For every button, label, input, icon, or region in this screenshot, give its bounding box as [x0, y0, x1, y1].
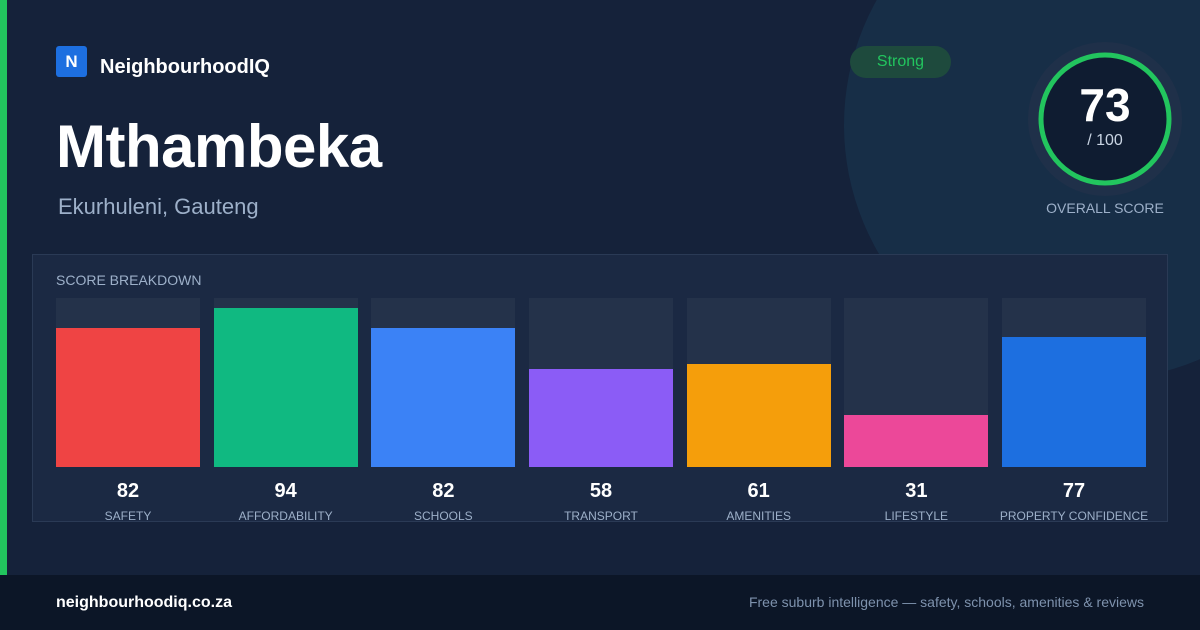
bar-fill	[1002, 337, 1147, 467]
bar-track	[56, 298, 200, 467]
bar-label: SCHOOLS	[413, 509, 473, 523]
bar-label: SAFETY	[104, 509, 152, 523]
breakdown-bar-property-confidence: 77 PROPERTY CONFIDENCE	[1000, 298, 1148, 523]
score-ring-arc	[1038, 52, 1172, 186]
bar-fill	[844, 415, 989, 467]
score-ring-graphic	[1028, 42, 1182, 196]
bar-track	[844, 298, 989, 467]
bar-label: AFFORDABILITY	[238, 509, 333, 523]
overall-score-value: 73	[1079, 79, 1131, 131]
breakdown-bar-transport: 58 TRANSPORT	[529, 298, 673, 523]
breakdown-title: SCORE BREAKDOWN	[56, 272, 202, 288]
breakdown-bar-amenities: 61 AMENITIES	[686, 298, 831, 523]
overall-score-max: / 100	[1087, 132, 1123, 149]
bar-track	[529, 298, 673, 467]
bar-value: 82	[432, 480, 455, 502]
bar-fill	[686, 364, 831, 467]
bar-label: LIFESTYLE	[884, 509, 949, 523]
bar-track	[371, 298, 516, 467]
bar-label: AMENITIES	[726, 509, 792, 523]
bar-value: 58	[589, 480, 613, 502]
breakdown-bars: 82 SAFETY 94 AFFORDABILITY 82 SCHOOLS 58 TRANSP…	[56, 298, 1148, 523]
footer-tagline: Free suburb intelligence — safety, schoo…	[748, 594, 1144, 610]
breakdown-bar-affordability: 94 AFFORDABILITY	[213, 298, 358, 523]
bar-value: 61	[747, 480, 770, 502]
footer-domain: neighbourhoodiq.co.za	[56, 594, 232, 611]
bar-value: 82	[116, 480, 140, 502]
bar-label: PROPERTY CONFIDENCE	[999, 509, 1149, 523]
footer: neighbourhoodiq.co.za Free suburb intell…	[0, 575, 1200, 630]
breakdown-bar-schools: 82 SCHOOLS	[371, 298, 516, 523]
rating-badge: Strong	[850, 46, 951, 78]
bar-track	[686, 298, 831, 467]
overall-score-caption: OVERALL SCORE	[1046, 200, 1164, 216]
bar-label: TRANSPORT	[564, 509, 638, 523]
brand-logo-icon: N	[56, 46, 87, 77]
bar-value: 31	[905, 480, 928, 502]
accent-bar	[0, 0, 7, 575]
overall-score-ring: 73 / 100	[1028, 42, 1182, 196]
bar-fill	[529, 369, 673, 467]
bar-track	[1002, 298, 1147, 467]
bar-value: 94	[274, 480, 297, 502]
suburb-name: Mthambeka	[56, 113, 382, 180]
bar-track	[213, 298, 358, 467]
suburb-location: Ekurhuleni, Gauteng	[58, 194, 259, 219]
brand-name: NeighbourhoodIQ	[100, 56, 270, 78]
bar-value: 77	[1062, 480, 1086, 502]
bar-fill	[56, 328, 200, 467]
breakdown-bar-lifestyle: 31 LIFESTYLE	[844, 298, 989, 523]
score-breakdown-panel: SCORE BREAKDOWN 82 SAFETY 94 AFFORDABILITY 8…	[32, 254, 1168, 523]
breakdown-bar-safety: 82 SAFETY	[56, 298, 200, 523]
bar-fill	[371, 328, 516, 467]
bar-fill	[213, 308, 358, 467]
